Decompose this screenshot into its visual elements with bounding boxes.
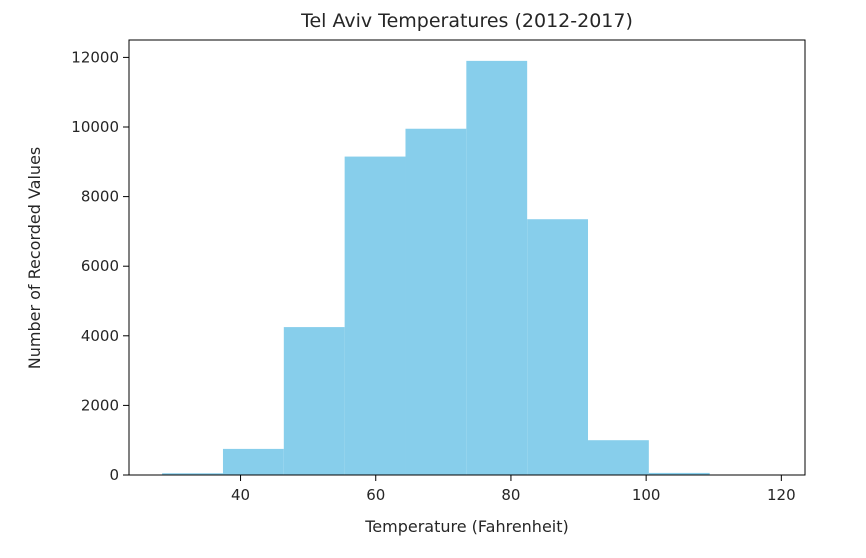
x-tick-label: 100 [632,486,661,504]
x-tick-label: 40 [231,486,250,504]
x-axis-label: Temperature (Fahrenheit) [364,517,569,536]
y-tick-label: 2000 [81,396,119,414]
histogram-bar [162,473,223,475]
histogram-bar [648,472,710,475]
histogram-bar [588,440,649,475]
y-tick-label: 4000 [81,327,119,345]
chart-title: Tel Aviv Temperatures (2012-2017) [300,10,633,32]
histogram-bar [344,156,406,475]
y-axis-ticks: 0 2000 4000 6000 8000 10000 12000 [71,48,129,484]
y-axis-label: Number of Recorded Values [25,147,44,370]
histogram-bar [222,448,284,475]
x-tick-label: 80 [501,486,520,504]
x-axis-ticks: 40 60 80 100 120 [231,475,796,504]
x-tick-label: 120 [767,486,796,504]
y-tick-label: 10000 [71,118,119,136]
plot-frame [128,39,806,476]
y-tick-label: 8000 [81,188,119,206]
bars-group [162,60,771,476]
y-tick-label: 12000 [71,48,119,66]
y-tick-label: 0 [109,466,119,484]
histogram-bar [405,128,467,476]
histogram-bar [466,60,528,475]
histogram-bar [527,219,589,475]
y-tick-label: 6000 [81,257,119,275]
x-tick-label: 60 [366,486,385,504]
histogram-bar [283,327,345,475]
